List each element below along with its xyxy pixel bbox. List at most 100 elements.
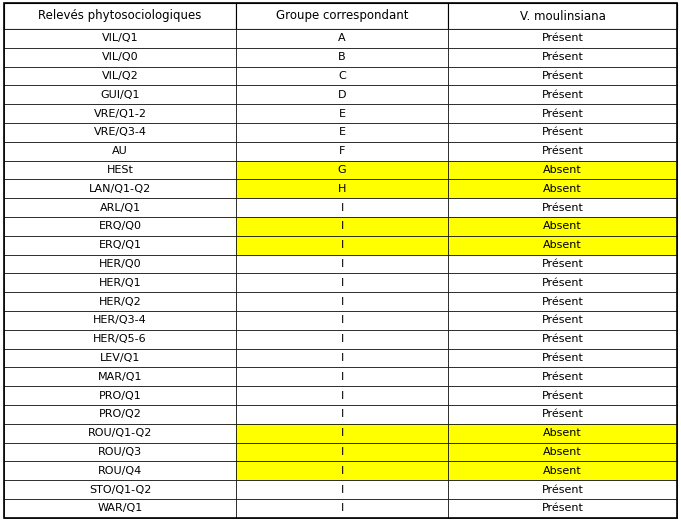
Bar	[448, 348, 677, 368]
Text: Relevés phytosociologiques: Relevés phytosociologiques	[38, 9, 202, 22]
Text: Absent: Absent	[543, 222, 582, 231]
Text: Présent: Présent	[541, 90, 584, 100]
Text: Présent: Présent	[541, 353, 584, 363]
Text: I: I	[340, 485, 344, 495]
Bar	[448, 499, 677, 518]
Bar	[4, 368, 236, 386]
Bar	[236, 67, 448, 85]
Text: Présent: Présent	[541, 334, 584, 344]
Bar	[236, 461, 448, 480]
Text: Présent: Présent	[541, 372, 584, 382]
Text: I: I	[340, 353, 344, 363]
Text: Présent: Présent	[541, 203, 584, 213]
Text: HESt: HESt	[107, 165, 133, 175]
Text: ROU/Q1-Q2: ROU/Q1-Q2	[88, 428, 153, 438]
Text: Absent: Absent	[543, 184, 582, 194]
Bar	[4, 85, 236, 104]
Bar	[4, 67, 236, 85]
Text: B: B	[338, 52, 346, 62]
Text: Présent: Présent	[541, 109, 584, 119]
Bar	[448, 274, 677, 292]
Bar	[236, 330, 448, 348]
Text: Présent: Présent	[541, 259, 584, 269]
Bar	[448, 104, 677, 123]
Bar	[4, 198, 236, 217]
Text: MAR/Q1: MAR/Q1	[98, 372, 142, 382]
Text: Présent: Présent	[541, 316, 584, 326]
Bar	[4, 179, 236, 198]
Text: HER/Q5-6: HER/Q5-6	[93, 334, 147, 344]
Text: F: F	[339, 146, 345, 156]
Text: Présent: Présent	[541, 146, 584, 156]
Bar	[236, 48, 448, 67]
Bar	[448, 424, 677, 443]
Bar	[4, 386, 236, 405]
Bar	[236, 3, 448, 29]
Text: E: E	[338, 109, 346, 119]
Bar	[448, 48, 677, 67]
Text: Présent: Présent	[541, 409, 584, 420]
Text: D: D	[338, 90, 347, 100]
Text: LAN/Q1-Q2: LAN/Q1-Q2	[89, 184, 151, 194]
Text: I: I	[340, 240, 344, 250]
Text: ROU/Q4: ROU/Q4	[98, 466, 142, 476]
Text: PRO/Q2: PRO/Q2	[99, 409, 142, 420]
Bar	[4, 236, 236, 255]
Text: I: I	[340, 222, 344, 231]
Bar	[448, 67, 677, 85]
Text: WAR/Q1: WAR/Q1	[97, 503, 143, 513]
Text: VIL/Q0: VIL/Q0	[101, 52, 138, 62]
Text: VIL/Q2: VIL/Q2	[101, 71, 138, 81]
Text: H: H	[338, 184, 347, 194]
Text: Présent: Présent	[541, 52, 584, 62]
Bar	[236, 104, 448, 123]
Bar	[4, 274, 236, 292]
Bar	[236, 274, 448, 292]
Bar	[236, 198, 448, 217]
Text: Présent: Présent	[541, 127, 584, 137]
Bar	[4, 348, 236, 368]
Bar	[236, 405, 448, 424]
Bar	[236, 348, 448, 368]
Bar	[4, 3, 236, 29]
Bar	[236, 499, 448, 518]
Text: Absent: Absent	[543, 447, 582, 457]
Bar	[4, 29, 236, 48]
Text: PRO/Q1: PRO/Q1	[99, 391, 142, 400]
Text: HER/Q3-4: HER/Q3-4	[93, 316, 147, 326]
Text: ERQ/Q0: ERQ/Q0	[99, 222, 142, 231]
Text: Présent: Présent	[541, 391, 584, 400]
Bar	[236, 386, 448, 405]
Text: I: I	[340, 278, 344, 288]
Bar	[4, 480, 236, 499]
Bar	[4, 217, 236, 236]
Bar	[448, 461, 677, 480]
Text: I: I	[340, 259, 344, 269]
Bar	[448, 217, 677, 236]
Text: VRE/Q3-4: VRE/Q3-4	[93, 127, 146, 137]
Text: Présent: Présent	[541, 71, 584, 81]
Text: C: C	[338, 71, 346, 81]
Bar	[4, 142, 236, 161]
Bar	[236, 161, 448, 179]
Text: V. moulinsiana: V. moulinsiana	[520, 9, 605, 22]
Bar	[448, 198, 677, 217]
Text: I: I	[340, 391, 344, 400]
Text: Absent: Absent	[543, 165, 582, 175]
Bar	[4, 461, 236, 480]
Text: Présent: Présent	[541, 278, 584, 288]
Text: I: I	[340, 428, 344, 438]
Text: I: I	[340, 334, 344, 344]
Bar	[236, 123, 448, 142]
Bar	[448, 443, 677, 461]
Bar	[236, 85, 448, 104]
Text: ROU/Q3: ROU/Q3	[98, 447, 142, 457]
Bar	[4, 48, 236, 67]
Bar	[4, 104, 236, 123]
Text: Groupe correspondant: Groupe correspondant	[276, 9, 409, 22]
Bar	[448, 386, 677, 405]
Bar	[4, 443, 236, 461]
Text: VRE/Q1-2: VRE/Q1-2	[93, 109, 146, 119]
Bar	[236, 217, 448, 236]
Text: HER/Q0: HER/Q0	[99, 259, 142, 269]
